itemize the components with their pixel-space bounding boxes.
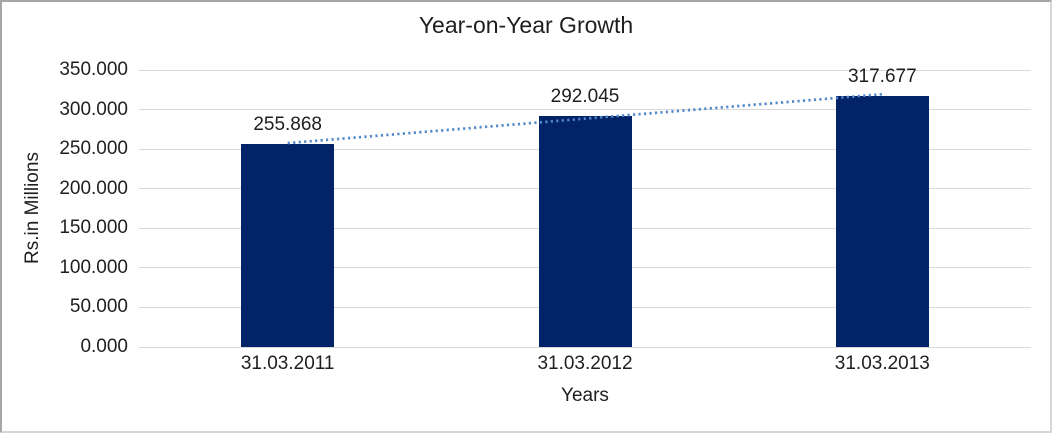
bar-31.03.2011 — [241, 144, 335, 347]
data-label: 255.868 — [253, 114, 322, 136]
y-tick-label: 50.000 — [69, 296, 128, 318]
bar-31.03.2013 — [835, 95, 929, 347]
y-tick-label: 250.000 — [59, 138, 128, 160]
x-tick-label: 31.03.2012 — [537, 353, 633, 374]
gridline — [139, 69, 1031, 71]
data-label: 317.677 — [847, 65, 917, 87]
y-tick-label: 300.000 — [59, 98, 128, 120]
trendline — [287, 92, 883, 145]
x-tick-label: 31.03.2013 — [834, 353, 930, 374]
y-tick-label: 0.000 — [80, 336, 128, 357]
gridline — [139, 109, 1031, 111]
y-tick-label: 100.000 — [59, 256, 128, 278]
x-tick-label: 31.03.2011 — [240, 353, 335, 374]
data-label: 292.045 — [550, 85, 620, 107]
x-axis-title: Years — [561, 385, 609, 406]
y-tick-label: 200.000 — [59, 177, 128, 199]
chart-title: Year-on-Year Growth — [418, 12, 634, 38]
y-tick-label: 350.000 — [59, 59, 128, 80]
y-tick-label: 150.000 — [59, 217, 128, 239]
bar-31.03.2012 — [538, 115, 632, 347]
gridline — [139, 346, 1031, 348]
